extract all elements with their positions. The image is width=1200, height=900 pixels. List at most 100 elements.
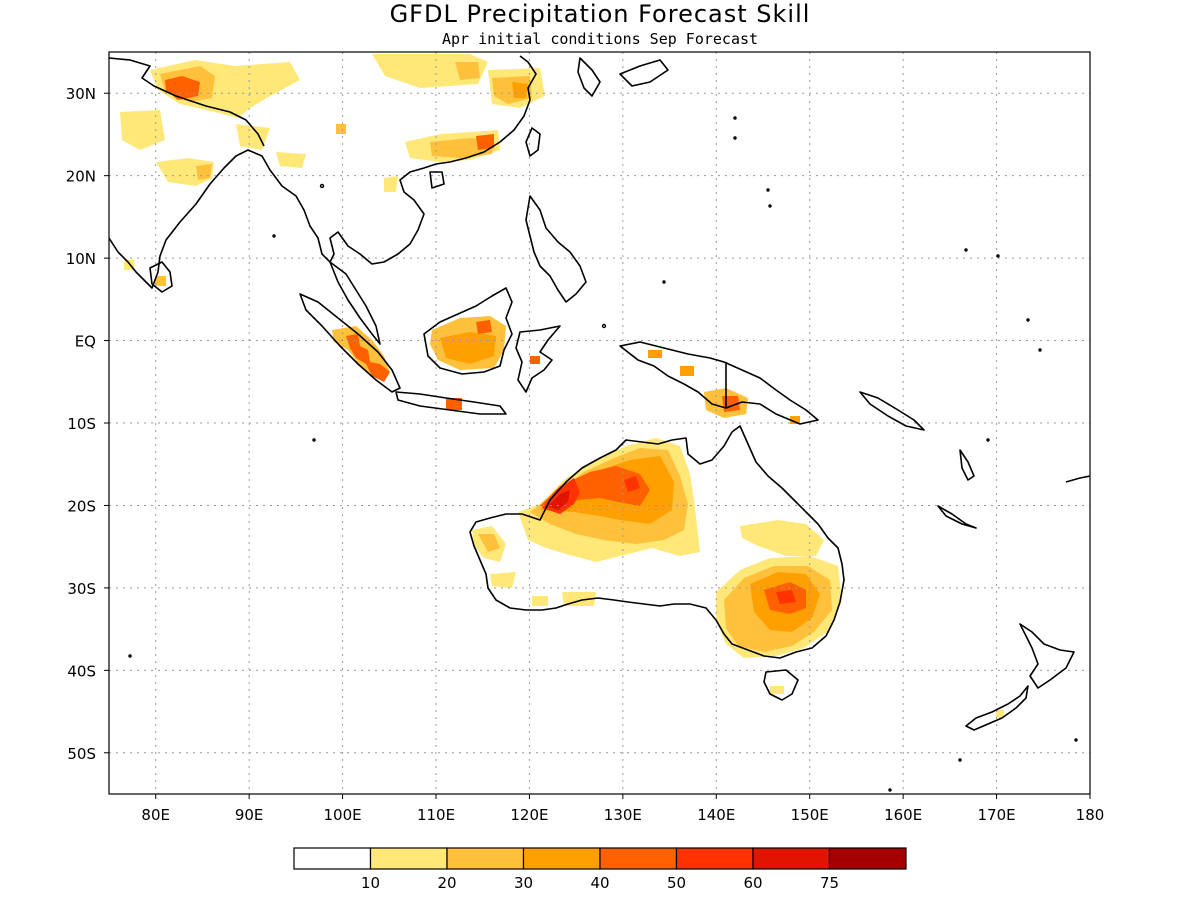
skill-patch-australia-core-dark [548,490,570,510]
skill-patch-borneo-core [476,320,492,334]
colorbar-swatch [752,847,831,870]
island-dot [662,280,666,284]
x-tick-label: 90E [235,806,264,824]
skill-patch-arnhem-core [624,476,640,492]
coastline-korea [577,57,601,97]
graticule [109,52,1090,794]
coastline-new-caledonia [937,505,977,529]
longitude-axis: 80E 90E 100E 110E 120E 130E 140E 150E 160E 170E 18… [141,794,1104,824]
colorbar-swatch [293,847,372,870]
colorbar-label: 10 [361,874,380,892]
chart-title: GFDL Precipitation Forecast Skill [390,0,811,28]
colorbar-label: 20 [437,874,456,892]
skill-patch-ng-mid [680,366,694,376]
colorbar-swatch [828,847,907,870]
x-tick-label: 80E [141,806,170,824]
x-tick-label: 110E [417,806,455,824]
colorbar-label: 40 [590,874,609,892]
colorbar: 10 20 30 40 50 60 75 [293,847,907,892]
y-tick-label: EQ [75,333,96,351]
island-dot [128,654,132,658]
colorbar-label: 75 [820,874,839,892]
skill-patch-ng-east [790,416,800,424]
island-dot [733,136,737,140]
y-tick-label: 30N [66,85,96,103]
coastline-solomon [859,391,925,431]
island-dot [958,758,962,762]
colorbar-swatch [522,847,601,870]
island-dot [319,183,325,189]
coastline-india-north [109,57,265,147]
skill-patch-wa-coast-mid [478,534,500,552]
skill-patch-central-china-mid [455,62,480,80]
y-tick-label: 10S [67,415,96,433]
colorbar-label: 50 [667,874,686,892]
island-dot [964,248,968,252]
coastline-java [395,391,507,415]
coastline-borneo [423,287,513,375]
coastline-hainan [429,171,445,189]
skill-field [120,54,1004,718]
skill-patch-queensland [740,520,824,556]
skill-patch-sri-lanka [155,276,166,286]
skill-patch-indochina [384,176,398,192]
x-tick-label: 150E [791,806,829,824]
y-tick-label: 30S [67,580,96,598]
y-tick-label: 50S [67,745,96,763]
island-dot [601,323,607,329]
island-dot [888,788,892,792]
island-dot [1026,318,1030,322]
coastline-philippines [525,195,587,303]
island-dot [996,254,1000,258]
x-tick-label: 100E [324,806,362,824]
x-tick-label: 180 [1076,806,1105,824]
skill-patch-java [446,398,462,410]
skill-patch-bengal [236,124,270,150]
plot-area [109,52,1090,794]
skill-patch-east-india-mid [196,164,212,180]
coastline-australia [469,425,845,659]
y-tick-label: 10N [66,250,96,268]
skill-patch-north-india [120,110,165,150]
skill-patch-se-china-core [476,134,494,150]
x-tick-label: 130E [604,806,642,824]
island-dot [1038,348,1042,352]
x-tick-label: 140E [697,806,735,824]
y-tick-label: 40S [67,662,96,680]
skill-patch-taiwan-strait [336,124,346,134]
y-tick-label: 20N [66,168,96,186]
skill-patch-sumatra-core [346,334,390,382]
x-tick-label: 160E [884,806,922,824]
colorbar-swatch [446,847,525,870]
coastline-fiji [1065,475,1090,483]
y-tick-label: 20S [67,497,96,515]
island-dot [768,204,772,208]
small-islands [128,116,1078,792]
coastline-sri-lanka [149,261,173,293]
skill-patch-sulawesi [530,356,540,364]
skill-patch-ng-west [648,350,662,358]
skill-patch-borneo-mid [440,332,496,364]
coastlines [109,55,1090,731]
skill-patch-southcentral-west [532,596,548,606]
island-dot [272,234,276,238]
skill-patch-se-australia-red [776,590,796,604]
coastline-nz-north [1019,623,1075,689]
island-dot [1074,738,1078,742]
coastline-sumatra [299,293,401,393]
x-tick-label: 170E [978,806,1016,824]
coastline-asia-mainland [109,55,537,289]
colorbar-swatch [675,847,754,870]
coastline-new-guinea [619,341,819,425]
skill-patch-wa-south [490,572,516,588]
colorbar-swatch [599,847,678,870]
coastline-malay-peninsula [329,261,381,345]
coastline-vanuatu [959,449,975,481]
island-dot [766,188,770,192]
colorbar-swatch [369,847,448,870]
chart-subtitle: Apr initial conditions Sep Forecast [442,30,758,48]
skill-patch-nz [996,710,1004,718]
skill-patch-east-china-core [512,82,528,98]
coastline-japan [619,59,669,87]
